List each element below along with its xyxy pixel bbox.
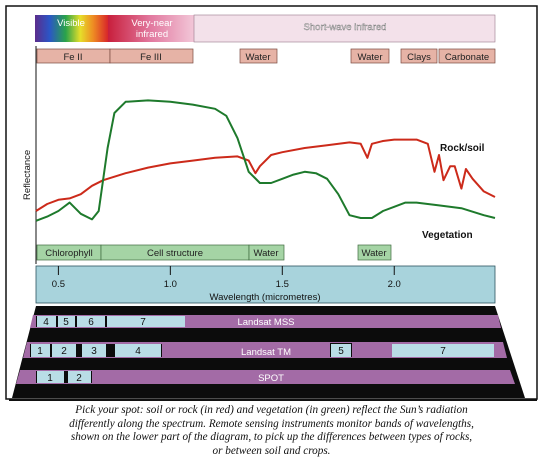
series-layer: [35, 99, 496, 222]
landsat-mss-label: Landsat MSS: [237, 317, 294, 328]
feature-clays: Clays: [407, 52, 431, 63]
visible-region: [35, 15, 108, 42]
absorption-features-top: Fe II Fe III Water Water Clays Carbonate: [36, 48, 496, 64]
rock-soil-series-label: Rock/soil: [440, 143, 485, 154]
vegetation-series-label: Vegetation: [422, 230, 473, 241]
x-axis-label: Wavelength (micrometres): [209, 292, 320, 303]
y-axis-label: Reflectance: [22, 150, 33, 200]
mss-band-6: 6: [88, 317, 94, 328]
feature-box-water-2: [350, 48, 390, 64]
feature-cell-structure: Cell structure: [147, 248, 203, 259]
spot-band-2: 2: [76, 373, 82, 384]
figure-caption: Pick your spot: soil or rock (in red) an…: [6, 404, 537, 458]
visible-region-label: Visible: [57, 18, 85, 29]
mss-band-4-box: [37, 316, 56, 327]
feature-water-4: Water: [362, 248, 387, 259]
feature-water-3: Water: [254, 248, 279, 259]
x-tick-label: 1.0: [164, 279, 177, 290]
feature-box-fe-iii: [109, 48, 194, 64]
absorption-features-bottom: Chlorophyll Cell structure Water Water: [36, 244, 392, 261]
tm-band-3: 3: [91, 346, 97, 357]
wavelength-axis-band: [35, 265, 496, 304]
feature-chlorophyll: Chlorophyll: [45, 248, 93, 259]
mss-band-6-box: [77, 316, 105, 327]
feature-fe-ii: Fe II: [63, 52, 82, 63]
tm-band-7: 7: [440, 346, 446, 357]
spectral-region-header: Visible Very-near infrared Short-wave in…: [35, 14, 496, 43]
tm-band-5: 5: [338, 346, 344, 357]
spot-band-strip: [16, 370, 515, 384]
tm-band-1-box: [31, 344, 50, 357]
mss-band-7: 7: [140, 317, 146, 328]
tm-band-5-box: [331, 344, 351, 357]
near-infrared-label-line-1: Very-near: [131, 18, 172, 29]
tm-band-2-box: [52, 344, 76, 357]
tm-band-4-box: [115, 344, 161, 357]
tm-band-4: 4: [135, 346, 141, 357]
feature-water-2: Water: [358, 52, 383, 63]
mss-band-5-box: [58, 316, 75, 327]
feature-water-1: Water: [246, 52, 271, 63]
series-line-vegetation: [35, 99, 496, 222]
caption-line-2: differently along the spectrum. Remote s…: [69, 417, 474, 430]
shortwave-infrared-region: [193, 14, 496, 43]
near-infrared-region: [108, 15, 194, 42]
mss-band-7-box: [107, 316, 185, 327]
spot-band-2-box: [68, 371, 91, 383]
spot-band-1: 1: [47, 373, 53, 384]
x-tick-label: 2.0: [388, 279, 401, 290]
landsat-tm-label: Landsat TM: [241, 347, 291, 358]
tm-band-1: 1: [37, 346, 43, 357]
spot-label: SPOT: [258, 373, 284, 384]
spot-band-1-box: [37, 371, 64, 383]
x-tick-label: 1.5: [276, 279, 289, 290]
feature-carbonate: Carbonate: [445, 52, 489, 63]
feature-box-carbonate: [438, 48, 496, 64]
feature-box-water-3: [248, 244, 285, 261]
mss-band-4: 4: [43, 317, 49, 328]
mss-band-5: 5: [63, 317, 69, 328]
feature-fe-iii: Fe III: [140, 52, 162, 63]
x-tick-label: 0.5: [52, 279, 65, 290]
tm-band-2: 2: [61, 346, 67, 357]
feature-box-water-1: [239, 48, 278, 64]
feature-box-water-4: [357, 244, 392, 261]
caption-line-4: or between soil and crops.: [212, 444, 331, 457]
shortwave-infrared-label: Short-wave infrared: [304, 22, 387, 33]
caption-line-1: Pick your spot: soil or rock (in red) an…: [75, 404, 468, 416]
x-axis-ticks: 0.5 1.0 1.5 2.0: [52, 266, 401, 290]
sensor-panel: 4 5 6 7 Landsat MSS 1 2 3 4 5 7 Landsat …: [12, 306, 525, 398]
tm-band-7-box: [392, 344, 494, 357]
tm-band-3-box: [82, 344, 106, 357]
feature-box-clays: [400, 48, 438, 64]
near-infrared-label-line-2: infrared: [136, 29, 168, 40]
series-line-rock-soil: [35, 138, 496, 212]
caption-line-3: shown on the lower part of the diagram, …: [70, 431, 473, 443]
